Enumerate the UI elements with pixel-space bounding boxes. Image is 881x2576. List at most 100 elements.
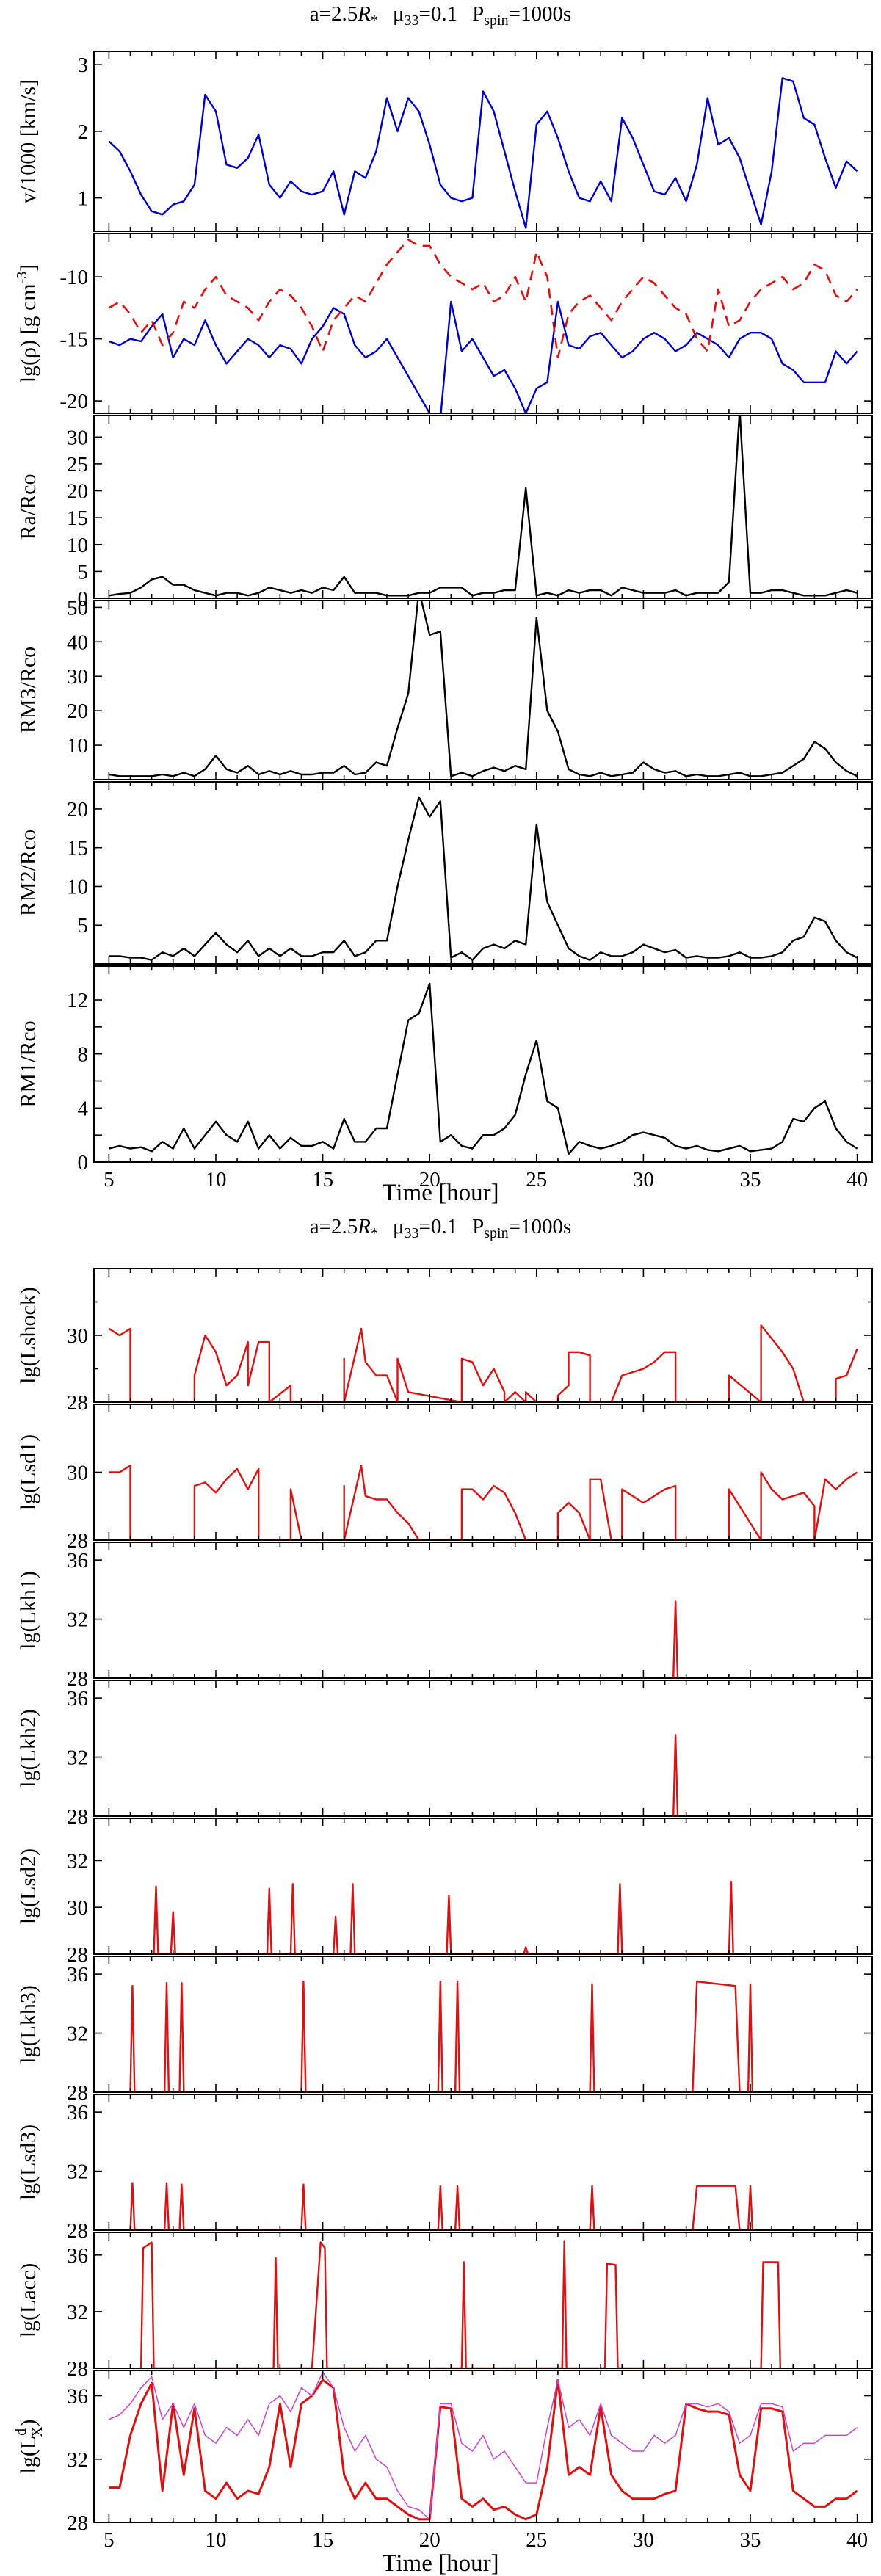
y-tick-label: 32 [67, 1746, 88, 1770]
panel-7: 28 30 lg(Lshock) [16, 1268, 873, 1415]
y-tick-label: 28 [67, 1943, 88, 1967]
series-line-6-1 [109, 982, 858, 1155]
y-tick-label: 12 [67, 989, 88, 1012]
x-tick-label: 10 [205, 1168, 226, 1191]
series-line-12-1 [129, 1980, 754, 2092]
y-axis-label: lg(ρ) [g cm-3] [14, 264, 40, 383]
plot-frame [93, 1956, 873, 2093]
panel-4: 10 20 30 40 50 RM3/Rco [16, 596, 873, 780]
y-tick-label: 36 [67, 2244, 88, 2268]
y-tick-label: 15 [67, 507, 88, 530]
y-axis-label: v/1000 [km/s] [16, 79, 40, 203]
plot-frame [93, 1818, 873, 1955]
x-tick-label: 25 [526, 1168, 547, 1191]
series-line-5-1 [109, 796, 858, 961]
panel-9: 28 32 36 lg(Lkh1) [16, 1542, 873, 1691]
y-tick-label: 10 [67, 534, 88, 557]
y-tick-label: 28 [67, 1805, 88, 1829]
plot-frame [93, 2370, 873, 2523]
x-tick-label: 35 [740, 1168, 761, 1191]
y-tick-label: 28 [67, 1529, 88, 1553]
y-tick-label: 20 [67, 480, 88, 504]
panel-12: 28 32 36 lg(Lkh3) [16, 1956, 873, 2105]
series-line-2-2 [108, 239, 858, 359]
bottom-title: a=2.5R* μ33=0.1 Pspin=1000s [310, 1215, 572, 1241]
y-tick-label: 32 [67, 2301, 88, 2324]
series-line-9-1 [672, 1600, 679, 1678]
y-tick-label: 40 [67, 631, 88, 654]
y-axis-label: lg(Lsd2) [16, 1848, 40, 1924]
panel-3: 0 5 10 15 20 25 30 Ra/Rco [16, 415, 873, 611]
y-axis-label: lg(Lsd3) [16, 2125, 40, 2200]
y-tick-label: 28 [67, 1391, 88, 1415]
y-tick-label: 3 [78, 54, 89, 77]
series-line-4-1 [109, 601, 858, 777]
y-axis-label: lg(Lshock) [16, 1287, 40, 1384]
y-tick-label: 36 [67, 2385, 88, 2409]
y-tick-label: 0 [78, 1151, 89, 1175]
panel-1: 1 2 3 v/1000 [km/s] [16, 51, 873, 232]
top-title: a=2.5R* μ33=0.1 Pspin=1000s [310, 2, 572, 29]
series-line-11-1 [153, 1880, 734, 1954]
y-tick-label: 10 [67, 875, 88, 899]
y-tick-label: 30 [67, 1896, 88, 1920]
y-tick-label: 36 [67, 1549, 88, 1572]
x-tick-label: 30 [633, 1168, 654, 1191]
y-tick-label: 32 [67, 1608, 88, 1632]
series-line-7-1 [108, 1324, 858, 1402]
y-axis-label: lg(Lsd1) [16, 1434, 40, 1510]
panel-13: 28 32 36 lg(Lsd3) [16, 2094, 873, 2243]
x-tick-label: 5 [104, 2528, 115, 2552]
y-tick-label: -10 [59, 266, 88, 289]
plot-frame [93, 965, 873, 1163]
x-tick-label: 20 [419, 1168, 440, 1191]
y-tick-label: 30 [67, 665, 88, 689]
y-tick-label: 36 [67, 1687, 88, 1710]
y-axis-label: lg(Lkh2) [16, 1709, 40, 1788]
series-line-13-1 [129, 2182, 754, 2230]
series-line-2-1 [109, 300, 858, 413]
x-tick-label: 20 [419, 2528, 440, 2552]
series-line-10-1 [672, 1734, 679, 1816]
panel-6: 5 10 15 20 25 30 35 40 0 4 8 12 RM1/Rco [16, 965, 873, 1191]
y-tick-label: 2 [78, 120, 89, 144]
y-tick-label: 28 [67, 2511, 88, 2535]
series-line-8-1 [109, 1465, 858, 1540]
panel-2: -20 -15 -10 lg(ρ) [g cm-3] [14, 233, 873, 414]
y-tick-label: 20 [67, 700, 88, 723]
panel-14: 28 32 36 lg(Lacc) [16, 2232, 873, 2381]
y-tick-label: 30 [67, 1462, 88, 1485]
plot-frame [93, 233, 873, 414]
y-tick-label: 30 [67, 1324, 88, 1348]
y-tick-label: 32 [67, 1849, 88, 1873]
x-tick-label: 40 [846, 1168, 868, 1191]
y-tick-label: 28 [67, 2219, 88, 2243]
plot-frame [93, 1542, 873, 1679]
y-axis-label: RM3/Rco [16, 647, 40, 733]
y-tick-label: 25 [67, 453, 88, 476]
plot-frame [93, 1680, 873, 1817]
panel-11: 28 30 32 lg(Lsd2) [16, 1818, 873, 1967]
plot-frame [93, 415, 873, 599]
series-line-15-1 [109, 2379, 858, 2521]
panel-15: 5 10 15 20 25 30 35 40 28 32 36 lg(LdX) [13, 2370, 873, 2552]
plot-frame [93, 2094, 873, 2231]
y-tick-label: 30 [67, 426, 88, 449]
y-axis-label: lg(LdX) [13, 2419, 46, 2473]
x-tick-label: 15 [312, 2528, 333, 2552]
series-line-15-2 [109, 2371, 858, 2520]
y-tick-label: 50 [67, 596, 88, 620]
x-tick-label: 25 [526, 2528, 547, 2552]
y-tick-label: 28 [67, 1667, 88, 1691]
plot-frame [93, 1268, 873, 1403]
y-tick-label: 20 [67, 798, 88, 821]
y-axis-label: lg(Lkh1) [16, 1571, 40, 1650]
y-tick-label: 5 [78, 914, 89, 937]
y-tick-label: 32 [67, 2448, 88, 2472]
y-tick-label: 32 [67, 2022, 88, 2046]
y-tick-label: -15 [59, 328, 88, 352]
y-tick-label: 28 [67, 2081, 88, 2105]
y-tick-label: 1 [78, 187, 89, 211]
bottom-x-axis-label: Time [hour] [382, 2550, 498, 2576]
series-line-1-1 [108, 77, 858, 229]
